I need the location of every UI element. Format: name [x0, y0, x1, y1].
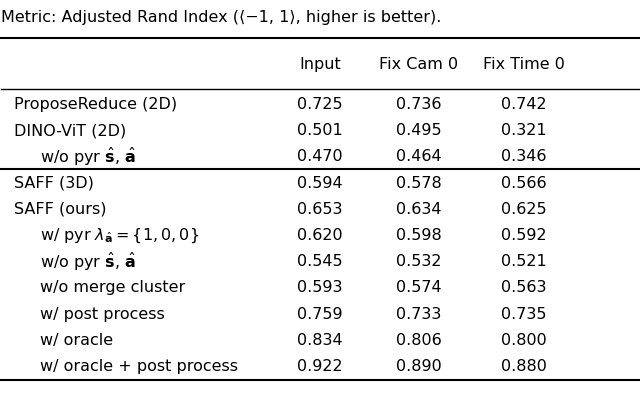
Text: 0.834: 0.834	[297, 333, 343, 348]
Text: 0.890: 0.890	[396, 359, 442, 374]
Text: 0.806: 0.806	[396, 333, 442, 348]
Text: 0.321: 0.321	[501, 123, 547, 138]
Text: w/ oracle + post process: w/ oracle + post process	[40, 359, 237, 374]
Text: 0.742: 0.742	[501, 97, 547, 112]
Text: 0.521: 0.521	[501, 254, 547, 269]
Text: 0.598: 0.598	[396, 228, 442, 243]
Text: 0.578: 0.578	[396, 176, 442, 191]
Text: Input: Input	[299, 57, 341, 73]
Text: w/o pyr $\hat{\mathbf{s}}$, $\hat{\mathbf{a}}$: w/o pyr $\hat{\mathbf{s}}$, $\hat{\mathb…	[40, 146, 136, 168]
Text: 0.653: 0.653	[297, 202, 343, 217]
Text: 0.922: 0.922	[297, 359, 343, 374]
Text: 0.800: 0.800	[501, 333, 547, 348]
Text: 0.634: 0.634	[396, 202, 442, 217]
Text: SAFF (3D): SAFF (3D)	[14, 176, 94, 191]
Text: 0.470: 0.470	[297, 150, 343, 164]
Text: Metric: Adjusted Rand Index (⟨−1, 1⟩, higher is better).: Metric: Adjusted Rand Index (⟨−1, 1⟩, hi…	[1, 9, 442, 25]
Text: w/ pyr $\lambda_{\hat{\mathbf{a}}} = \{1, 0, 0\}$: w/ pyr $\lambda_{\hat{\mathbf{a}}} = \{1…	[40, 226, 199, 245]
Text: Fix Cam 0: Fix Cam 0	[380, 57, 458, 73]
Text: 0.501: 0.501	[297, 123, 343, 138]
Text: 0.593: 0.593	[297, 280, 343, 295]
Text: 0.620: 0.620	[297, 228, 343, 243]
Text: 0.566: 0.566	[501, 176, 547, 191]
Text: 0.594: 0.594	[297, 176, 343, 191]
Text: 0.733: 0.733	[396, 307, 442, 321]
Text: 0.545: 0.545	[297, 254, 343, 269]
Text: 0.563: 0.563	[501, 280, 547, 295]
Text: w/ oracle: w/ oracle	[40, 333, 113, 348]
Text: 0.735: 0.735	[501, 307, 547, 321]
Text: 0.495: 0.495	[396, 123, 442, 138]
Text: 0.346: 0.346	[501, 150, 547, 164]
Text: SAFF (ours): SAFF (ours)	[14, 202, 107, 217]
Text: 0.759: 0.759	[297, 307, 343, 321]
Text: w/o pyr $\hat{\mathbf{s}}$, $\hat{\mathbf{a}}$: w/o pyr $\hat{\mathbf{s}}$, $\hat{\mathb…	[40, 250, 136, 273]
Text: 0.725: 0.725	[297, 97, 343, 112]
Text: 0.592: 0.592	[501, 228, 547, 243]
Text: Fix Time 0: Fix Time 0	[483, 57, 565, 73]
Text: 0.464: 0.464	[396, 150, 442, 164]
Text: 0.880: 0.880	[501, 359, 547, 374]
Text: DINO-ViT (2D): DINO-ViT (2D)	[14, 123, 126, 138]
Text: w/ post process: w/ post process	[40, 307, 164, 321]
Text: 0.736: 0.736	[396, 97, 442, 112]
Text: 0.625: 0.625	[501, 202, 547, 217]
Text: 0.574: 0.574	[396, 280, 442, 295]
Text: ProposeReduce (2D): ProposeReduce (2D)	[14, 97, 177, 112]
Text: 0.532: 0.532	[396, 254, 442, 269]
Text: w/o merge cluster: w/o merge cluster	[40, 280, 185, 295]
